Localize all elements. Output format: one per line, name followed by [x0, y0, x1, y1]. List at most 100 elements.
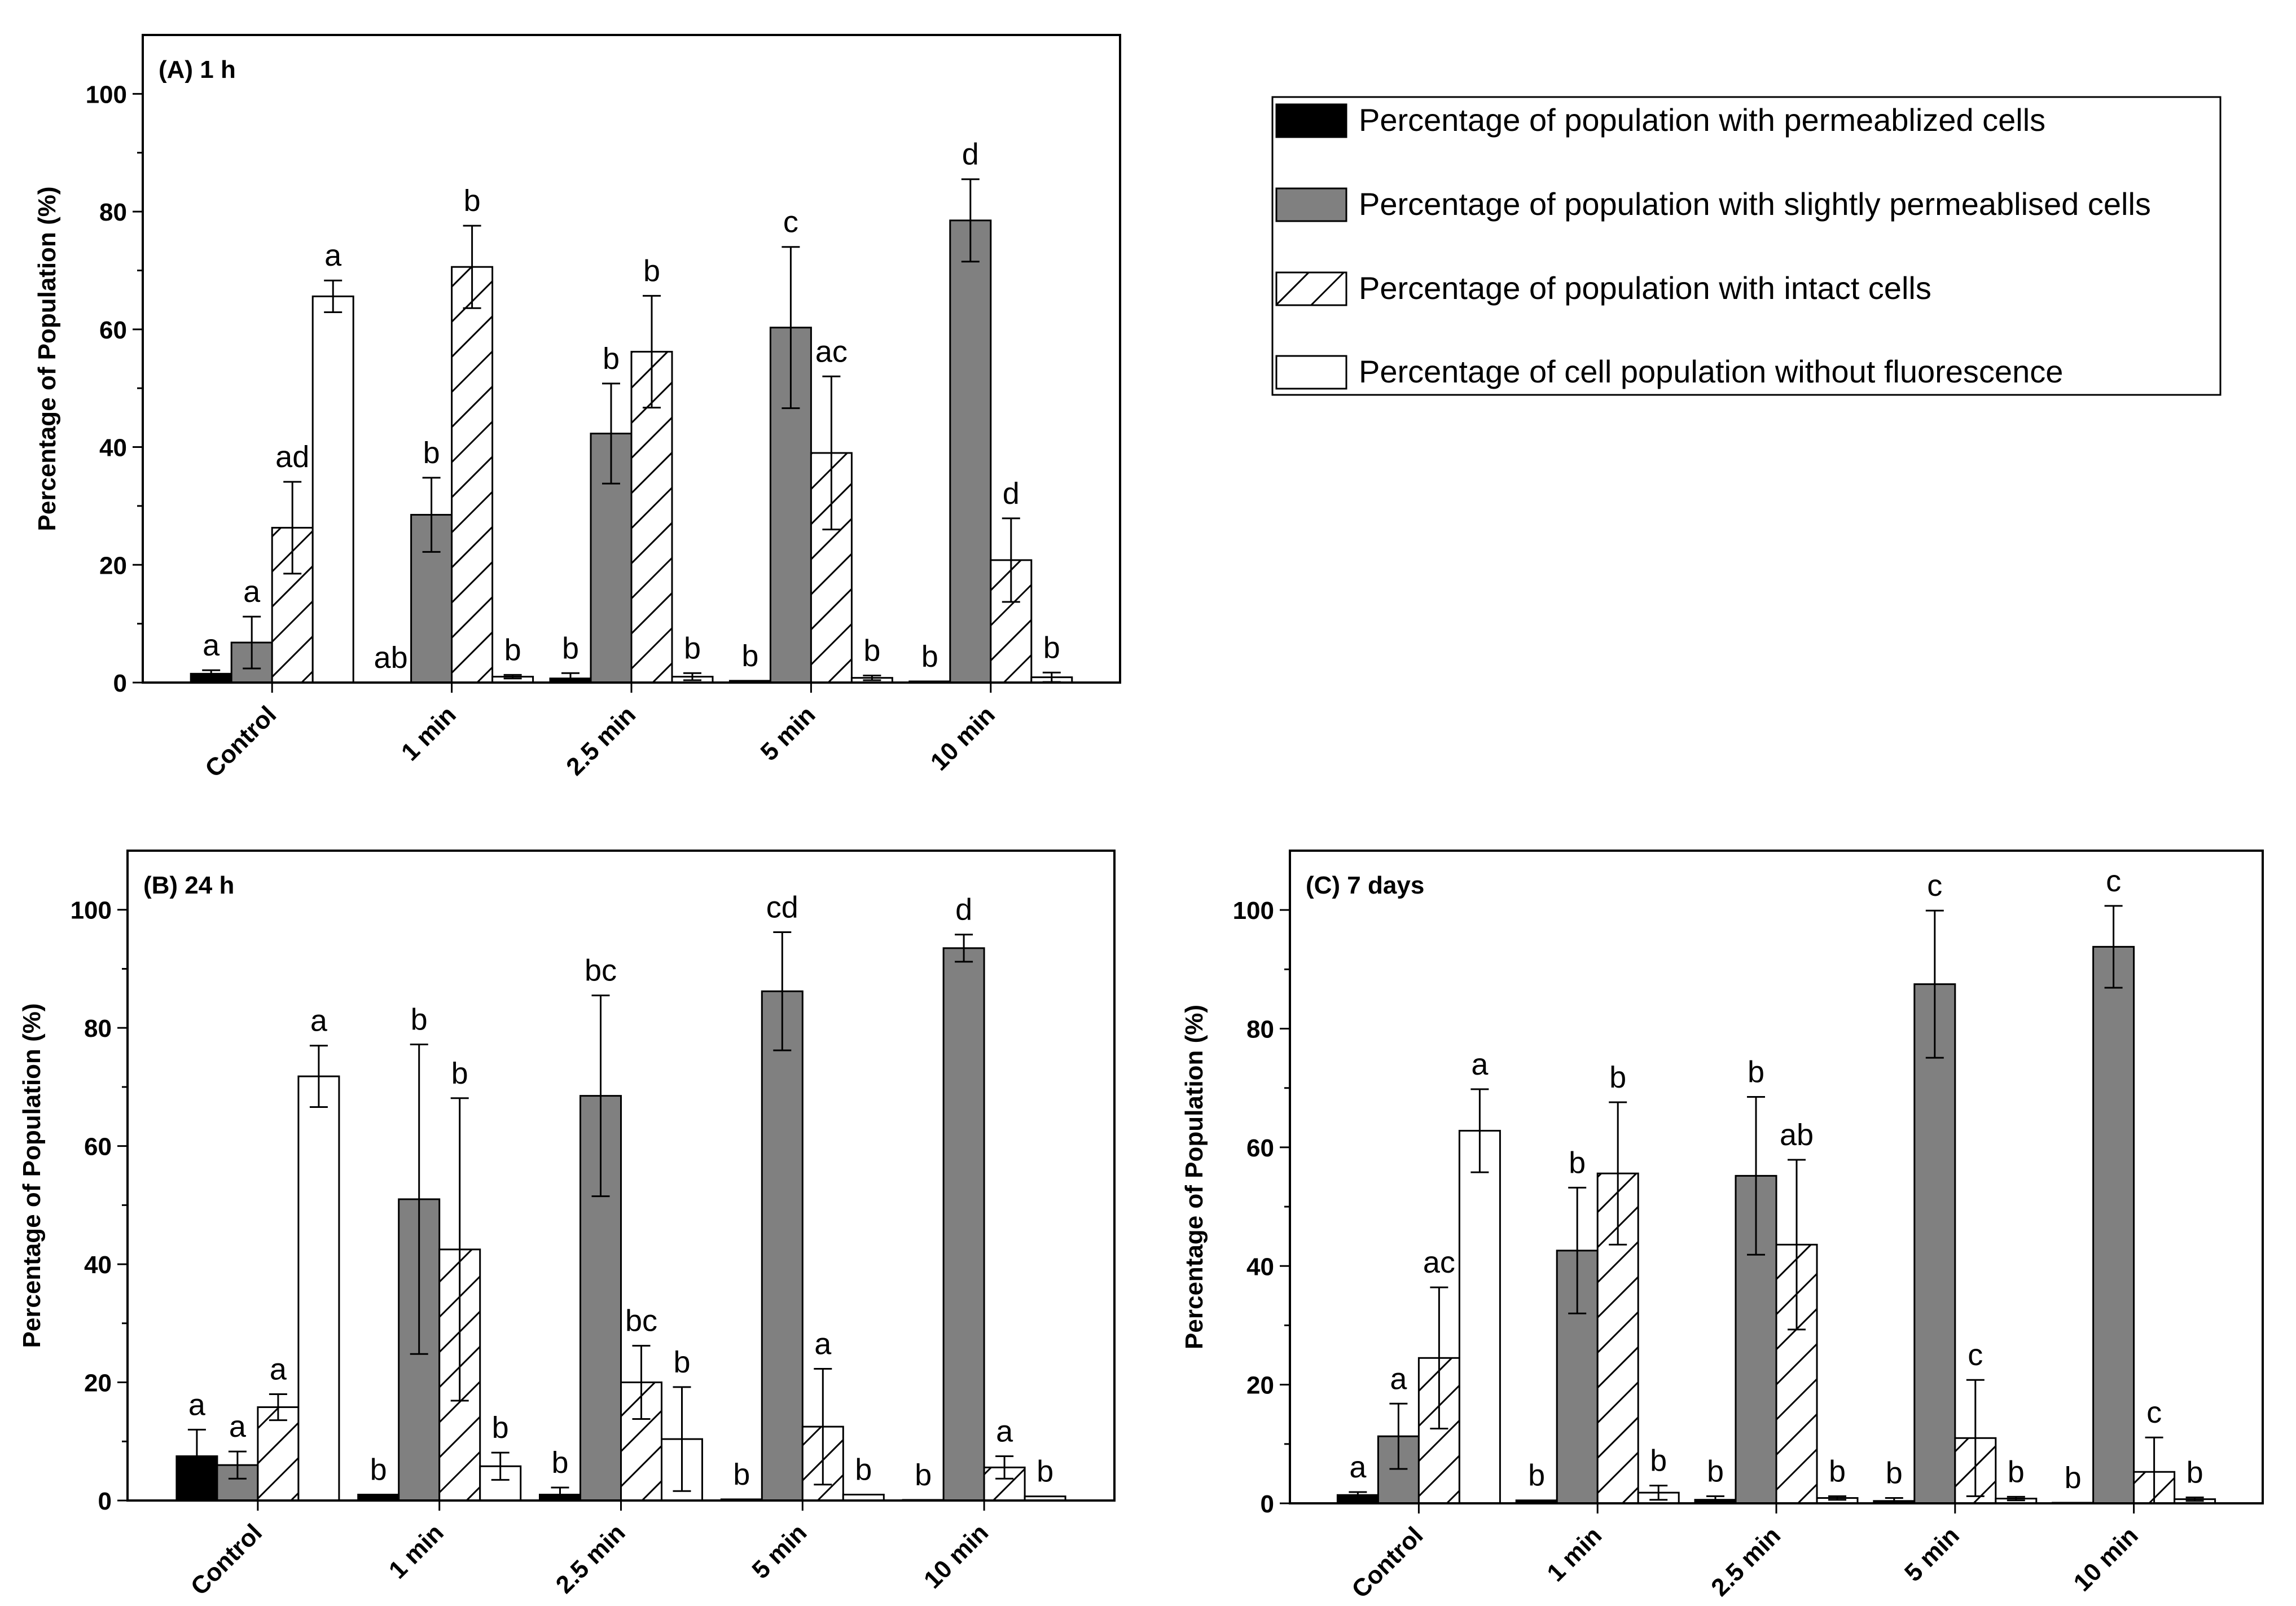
y-tick-label: 100: [86, 81, 127, 108]
significance-label: a: [996, 1414, 1013, 1448]
significance-label: ab: [374, 641, 408, 675]
significance-label: ac: [1423, 1246, 1455, 1279]
significance-label: d: [962, 138, 979, 171]
significance-label: a: [188, 1388, 206, 1422]
significance-label: b: [492, 1411, 509, 1445]
significance-label: b: [464, 184, 481, 218]
significance-label: b: [733, 1458, 750, 1491]
bar: [949, 219, 992, 684]
plot-frame: [1289, 850, 2264, 1504]
significance-label: c: [1968, 1338, 1983, 1372]
significance-label: a: [814, 1327, 832, 1361]
significance-label: cd: [766, 891, 798, 925]
panel-title: (B) 24 h: [143, 872, 234, 899]
x-tick-label: 10 min: [919, 1519, 994, 1594]
significance-label: a: [1390, 1362, 1407, 1396]
significance-label: ad: [275, 440, 309, 474]
bar: [311, 295, 354, 684]
y-tick-label: 20: [84, 1370, 112, 1397]
significance-label: b: [2008, 1455, 2025, 1489]
significance-label: b: [915, 1458, 932, 1492]
y-tick-label: 80: [99, 199, 127, 226]
significance-label: a: [1471, 1048, 1489, 1081]
legend-frame: [1271, 96, 2222, 396]
significance-label: c: [2106, 864, 2121, 898]
x-tick-label: 2.5 min: [1706, 1521, 1786, 1601]
significance-label: a: [203, 628, 220, 662]
significance-label: b: [1528, 1459, 1545, 1493]
legend: Percentage of population with permeabliz…: [1271, 96, 2222, 396]
y-tick-label: 40: [84, 1251, 112, 1279]
x-tick-label: Control: [1346, 1521, 1428, 1603]
significance-label: bc: [585, 954, 617, 988]
significance-label: b: [921, 640, 938, 674]
significance-label: ac: [815, 335, 848, 368]
y-tick-label: 0: [98, 1488, 112, 1515]
significance-label: b: [2065, 1461, 2082, 1495]
significance-label: a: [310, 1004, 328, 1038]
significance-label: b: [684, 631, 701, 665]
y-axis-title: Percentage of Population (%): [33, 186, 61, 531]
x-tick-label: 5 min: [756, 701, 821, 766]
x-tick-label: 2.5 min: [551, 1519, 631, 1599]
significance-label: b: [863, 633, 880, 667]
legend-swatch-nofluor: [1275, 355, 1347, 390]
panel-b: (B) 24 h Percentage of Population (%) 0 20 4…: [18, 850, 1116, 1601]
bar: [761, 990, 804, 1502]
x-tick-label: 1 min: [384, 1519, 449, 1584]
y-tick-label: 0: [113, 670, 127, 697]
legend-swatch-permeabilized: [1275, 103, 1347, 138]
significance-label: b: [504, 633, 521, 667]
bar: [1458, 1129, 1501, 1504]
significance-label: b: [451, 1057, 468, 1090]
x-tick-label: 10 min: [925, 701, 1000, 776]
y-tick-label: 80: [84, 1015, 112, 1042]
significance-label: b: [1569, 1146, 1586, 1180]
y-tick-label: 60: [1246, 1134, 1274, 1162]
panel-a: (A) 1 h Percentage of Population (%) 0 20 40…: [33, 34, 1121, 783]
significance-label: a: [229, 1410, 247, 1444]
panel-c: (C) 7 days Percentage of Population (%) 0 2…: [1180, 850, 2264, 1604]
legend-entry-nofluor: Percentage of cell population without fl…: [1275, 354, 2063, 390]
legend-swatch-slightly: [1275, 187, 1347, 222]
significance-label: b: [1650, 1444, 1667, 1477]
significance-label: a: [1349, 1450, 1367, 1484]
y-tick-label: 80: [1246, 1016, 1274, 1044]
significance-label: bc: [625, 1304, 657, 1338]
legend-swatch-intact: [1275, 271, 1347, 306]
significance-label: b: [423, 436, 440, 470]
legend-label-permeabilized: Percentage of population with permeabliz…: [1359, 102, 2045, 138]
significance-label: b: [1748, 1055, 1764, 1089]
significance-label: b: [551, 1446, 568, 1480]
y-tick-label: 100: [71, 897, 112, 925]
bar: [451, 266, 494, 684]
x-tick-label: 5 min: [747, 1519, 812, 1584]
significance-label: b: [562, 631, 579, 665]
y-tick-label: 40: [1246, 1253, 1274, 1281]
bar: [297, 1075, 340, 1502]
significance-label: b: [2187, 1455, 2203, 1489]
significance-label: a: [324, 239, 342, 272]
significance-label: b: [411, 1003, 428, 1037]
x-tick-label: 10 min: [2068, 1521, 2143, 1596]
y-tick-label: 0: [1261, 1490, 1274, 1518]
x-tick-label: 5 min: [1899, 1521, 1965, 1587]
significance-label: b: [643, 254, 660, 288]
y-tick-label: 100: [1233, 897, 1274, 925]
bar: [1913, 983, 1956, 1504]
plot-frame: [126, 850, 1116, 1502]
legend-label-nofluor: Percentage of cell population without fl…: [1359, 354, 2063, 389]
y-tick-label: 20: [1246, 1372, 1274, 1400]
significance-label: b: [1886, 1457, 1903, 1490]
significance-label: c: [1927, 869, 1942, 903]
legend-entry-slightly: Percentage of population with slightly p…: [1275, 186, 2151, 222]
significance-label: c: [783, 205, 798, 239]
significance-label: d: [1003, 477, 1020, 511]
panel-title: (A) 1 h: [159, 56, 236, 83]
y-tick-label: 40: [99, 434, 127, 462]
legend-label-slightly: Percentage of population with slightly p…: [1359, 186, 2151, 222]
panel-title: (C) 7 days: [1306, 872, 1424, 899]
significance-label: b: [603, 342, 620, 376]
significance-label: c: [2146, 1396, 2162, 1429]
